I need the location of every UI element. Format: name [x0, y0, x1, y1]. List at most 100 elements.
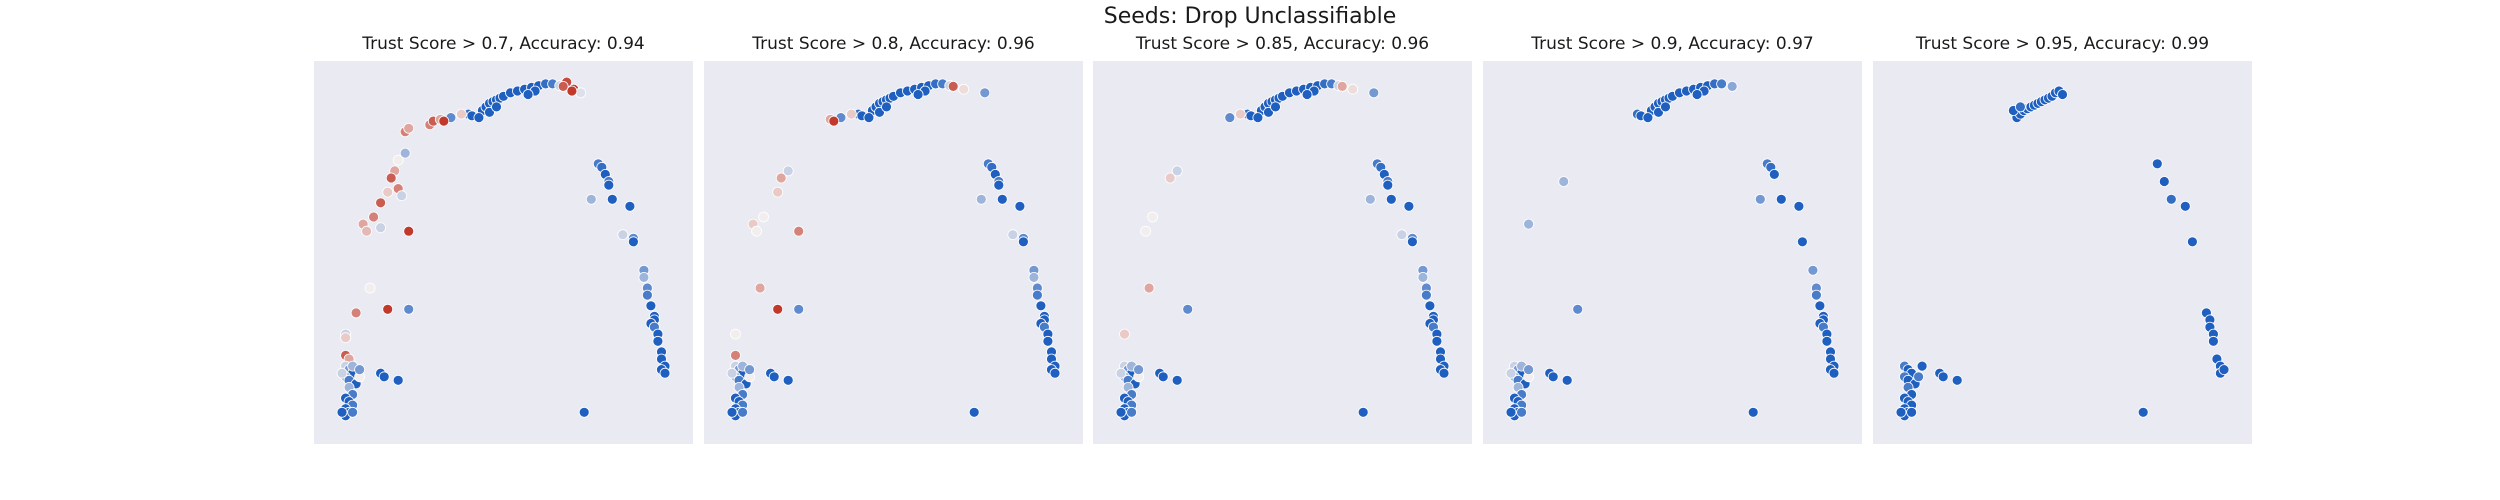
- data-point: [1336, 81, 1348, 92]
- data-point: [659, 367, 671, 379]
- data-point: [361, 225, 373, 237]
- data-point: [1951, 374, 1963, 386]
- data-point: [730, 349, 741, 361]
- scatter-panel-4: [1505, 78, 1840, 422]
- panel-background-2: [704, 61, 1083, 444]
- data-point: [557, 81, 569, 92]
- data-point: [645, 300, 657, 312]
- data-point: [364, 282, 376, 294]
- data-point: [1417, 271, 1429, 283]
- data-point: [793, 225, 805, 237]
- data-point: [368, 211, 380, 223]
- data-point: [968, 406, 980, 418]
- data-point: [403, 122, 415, 134]
- data-point: [1505, 367, 1517, 379]
- data-point: [522, 89, 534, 100]
- data-point: [575, 87, 587, 99]
- panel-title-3: Trust Score > 0.85, Accuracy: 0.96: [1135, 34, 1430, 54]
- data-point: [1032, 289, 1043, 301]
- data-point: [1572, 303, 1584, 315]
- data-point: [782, 165, 794, 177]
- data-point: [1301, 89, 1313, 100]
- data-point: [1028, 271, 1040, 283]
- data-point: [1424, 300, 1436, 312]
- data-point: [2179, 200, 2191, 212]
- data-point: [772, 303, 784, 315]
- panel-background-3: [1093, 61, 1472, 444]
- data-point: [1042, 335, 1054, 347]
- data-point: [1164, 172, 1176, 184]
- data-point: [638, 271, 650, 283]
- data-point: [399, 147, 411, 159]
- panel-title-1: Trust Score > 0.7, Accuracy: 0.94: [362, 34, 645, 54]
- data-point: [1224, 112, 1236, 123]
- data-point: [1368, 87, 1380, 99]
- data-point: [996, 193, 1008, 205]
- data-point: [958, 83, 970, 95]
- data-point: [1364, 193, 1376, 205]
- data-point: [1505, 406, 1517, 418]
- data-point: [350, 307, 362, 319]
- data-point: [2186, 236, 2198, 248]
- data-point: [2158, 176, 2170, 187]
- data-point: [726, 367, 738, 379]
- data-point: [1007, 229, 1019, 241]
- data-point: [2137, 406, 2149, 418]
- data-point: [1115, 367, 1127, 379]
- data-point: [2218, 364, 2230, 376]
- data-point: [1691, 89, 1703, 100]
- panel-title-5: Trust Score > 0.95, Accuracy: 0.99: [1915, 34, 2210, 54]
- data-point: [403, 225, 415, 237]
- data-point: [2015, 101, 2026, 113]
- data-point: [2057, 89, 2068, 100]
- data-point: [375, 222, 387, 234]
- scatter-panel-1: [336, 76, 671, 422]
- data-point: [1660, 101, 1671, 113]
- data-point: [1182, 303, 1194, 315]
- data-point: [1523, 364, 1534, 376]
- data-point: [585, 193, 597, 205]
- data-point: [1119, 328, 1130, 340]
- data-point: [642, 289, 653, 301]
- data-point: [863, 112, 875, 123]
- panel-title-4: Trust Score > 0.9, Accuracy: 0.97: [1531, 34, 1814, 54]
- data-point: [1126, 406, 1137, 418]
- data-point: [1747, 406, 1759, 418]
- figure-title: Seeds: Drop Unclassifiable: [1103, 4, 1397, 29]
- data-point: [1171, 165, 1183, 177]
- data-point: [768, 371, 780, 383]
- data-point: [1558, 176, 1570, 187]
- data-point: [793, 303, 805, 315]
- data-point: [1140, 225, 1151, 237]
- data-point: [1516, 406, 1527, 418]
- data-point: [751, 225, 762, 237]
- data-point: [1895, 406, 1907, 418]
- data-point: [385, 172, 397, 184]
- panel-background-5: [1873, 61, 2252, 444]
- data-point: [340, 332, 352, 344]
- data-point: [347, 406, 359, 418]
- data-point: [1821, 335, 1833, 347]
- data-point: [1431, 335, 1443, 347]
- panel-background-4: [1483, 61, 1862, 444]
- data-point: [1147, 211, 1158, 223]
- data-point: [912, 89, 924, 100]
- data-point: [1143, 282, 1155, 294]
- data-point: [382, 186, 394, 198]
- data-point: [726, 406, 738, 418]
- data-point: [979, 87, 991, 99]
- scatter-panel-3: [1115, 78, 1450, 422]
- data-point: [1171, 374, 1183, 386]
- scatter-panel-2: [726, 78, 1061, 422]
- data-point: [392, 154, 404, 166]
- data-point: [828, 115, 840, 127]
- data-point: [1547, 371, 1559, 383]
- data-point: [1807, 264, 1819, 276]
- data-point: [396, 190, 408, 202]
- data-point: [624, 200, 636, 212]
- data-point: [2151, 158, 2163, 170]
- data-point: [1726, 81, 1738, 92]
- data-point: [1252, 112, 1264, 123]
- data-point: [975, 193, 987, 205]
